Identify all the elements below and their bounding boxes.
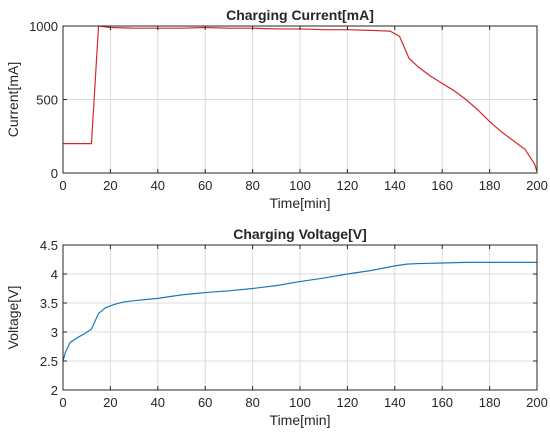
current-x-tick-label: 20 — [103, 178, 117, 193]
voltage-x-tick-label: 80 — [245, 395, 259, 410]
voltage-y-tick-label: 3.5 — [40, 296, 58, 311]
voltage-y-tick-label: 4.5 — [40, 238, 58, 253]
current-y-tick-label: 500 — [36, 93, 58, 108]
current-x-axis-label: Time[min] — [270, 195, 331, 211]
voltage-x-tick-label: 0 — [59, 395, 66, 410]
current-x-tick-label: 160 — [431, 178, 453, 193]
voltage-x-tick-label: 140 — [384, 395, 406, 410]
voltage-y-tick-label: 2 — [51, 383, 58, 398]
current-x-tick-label: 140 — [384, 178, 406, 193]
voltage-x-tick-label: 160 — [431, 395, 453, 410]
current-y-axis-label: Current[mA] — [5, 62, 21, 137]
voltage-x-tick-label: 60 — [198, 395, 212, 410]
voltage-x-axis-label: Time[min] — [270, 412, 331, 428]
current-x-tick-label: 200 — [526, 178, 548, 193]
voltage-y-tick-label: 3 — [51, 325, 58, 340]
voltage-y-tick-label: 4 — [51, 267, 58, 282]
current-y-tick-label: 1000 — [29, 19, 58, 34]
current-y-tick-label: 0 — [51, 166, 58, 181]
voltage-x-tick-label: 100 — [289, 395, 311, 410]
voltage-chart-title: Charging Voltage[V] — [233, 226, 367, 242]
current-x-tick-label: 180 — [479, 178, 501, 193]
current-chart: 0 20 40 60 80 100 120 140 160 180 200 0 500 1000 Charg… — [5, 7, 548, 211]
voltage-x-tick-label: 200 — [526, 395, 548, 410]
voltage-x-tick-label: 20 — [103, 395, 117, 410]
current-x-tick-label: 100 — [289, 178, 311, 193]
current-x-tick-label: 80 — [245, 178, 259, 193]
voltage-y-tick-label: 2.5 — [40, 354, 58, 369]
voltage-series-line — [62, 261, 537, 362]
current-x-tick-label: 0 — [59, 178, 66, 193]
current-x-tick-label: 120 — [337, 178, 359, 193]
current-x-tick-label: 60 — [198, 178, 212, 193]
current-chart-title: Charging Current[mA] — [226, 7, 374, 23]
voltage-x-tick-label: 180 — [479, 395, 501, 410]
current-x-tick-label: 40 — [151, 178, 165, 193]
current-series-line — [63, 25, 538, 172]
voltage-y-axis-label: Voltage[V] — [5, 286, 21, 350]
voltage-chart: 0 20 40 60 80 100 120 140 160 180 200 2 2.5 3 3.5 4 4.5 C… — [5, 226, 548, 428]
voltage-x-tick-label: 120 — [337, 395, 359, 410]
voltage-x-tick-label: 40 — [151, 395, 165, 410]
